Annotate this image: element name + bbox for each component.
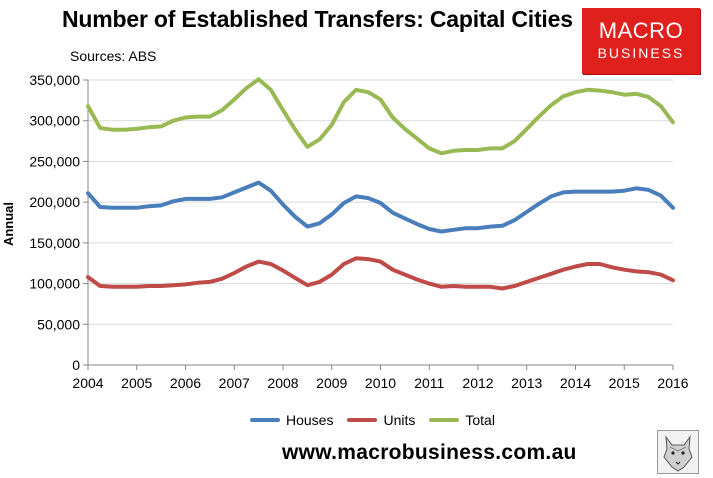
y-tick-label: 0 — [72, 357, 80, 373]
x-tick-label: 2005 — [121, 375, 152, 391]
x-tick-labels: 2004 2005 2006 2007 2008 2009 2010 2011 2012 2013… — [72, 375, 688, 391]
y-tick-label: 50,000 — [37, 316, 80, 332]
legend-swatch-total — [429, 418, 460, 422]
website-url: www.macrobusiness.com.au — [282, 441, 577, 464]
x-tick-label: 2014 — [560, 375, 591, 391]
x-tick-label: 2013 — [511, 375, 542, 391]
x-tick-label: 2008 — [267, 375, 298, 391]
x-tick-label: 2012 — [462, 375, 493, 391]
series-lines — [86, 77, 675, 291]
y-axis-label: Annual — [1, 202, 16, 246]
y-tick-label: 350,000 — [29, 72, 80, 88]
y-tick-label: 250,000 — [29, 153, 80, 169]
x-tick-label: 2010 — [365, 375, 396, 391]
series-line-total — [86, 77, 675, 156]
x-tick-label: 2007 — [219, 375, 250, 391]
x-tick-label: 2016 — [657, 375, 688, 391]
legend-swatch-houses — [250, 418, 280, 422]
y-tick-label: 200,000 — [29, 194, 80, 210]
legend: Houses Units Total — [250, 410, 509, 430]
chart-title: Number of Established Transfers: Capital… — [62, 6, 573, 32]
series-line-units — [86, 256, 675, 291]
wolf-icon — [657, 430, 699, 474]
y-tick-label: 100,000 — [29, 276, 80, 292]
axes — [83, 79, 674, 370]
x-tick-label: 2011 — [414, 375, 444, 391]
legend-item-total: Total — [429, 412, 495, 428]
y-tick-label: 300,000 — [29, 113, 80, 129]
x-tick-label: 2006 — [170, 375, 201, 391]
source-note: Sources: ABS — [70, 48, 157, 64]
logo-line-2: BUSINESS — [597, 45, 685, 61]
x-tick-label: 2015 — [609, 375, 640, 391]
y-tick-label: 150,000 — [29, 235, 80, 251]
legend-label-houses: Houses — [286, 412, 334, 428]
x-tick-label: 2009 — [316, 375, 347, 391]
legend-swatch-units — [347, 418, 378, 422]
legend-label-units: Units — [383, 412, 416, 428]
series-line-houses — [86, 180, 675, 234]
y-tick-labels: 0 50,000 100,000 150,000 200,000 250,000 300,0… — [29, 72, 80, 373]
legend-item-houses: Houses — [250, 412, 333, 428]
legend-label-total: Total — [465, 412, 495, 428]
macrobusiness-logo: MACRO BUSINESS — [582, 8, 700, 74]
legend-item-units: Units — [347, 412, 415, 428]
x-tick-label: 2004 — [72, 375, 103, 391]
logo-line-1: MACRO — [598, 18, 684, 43]
